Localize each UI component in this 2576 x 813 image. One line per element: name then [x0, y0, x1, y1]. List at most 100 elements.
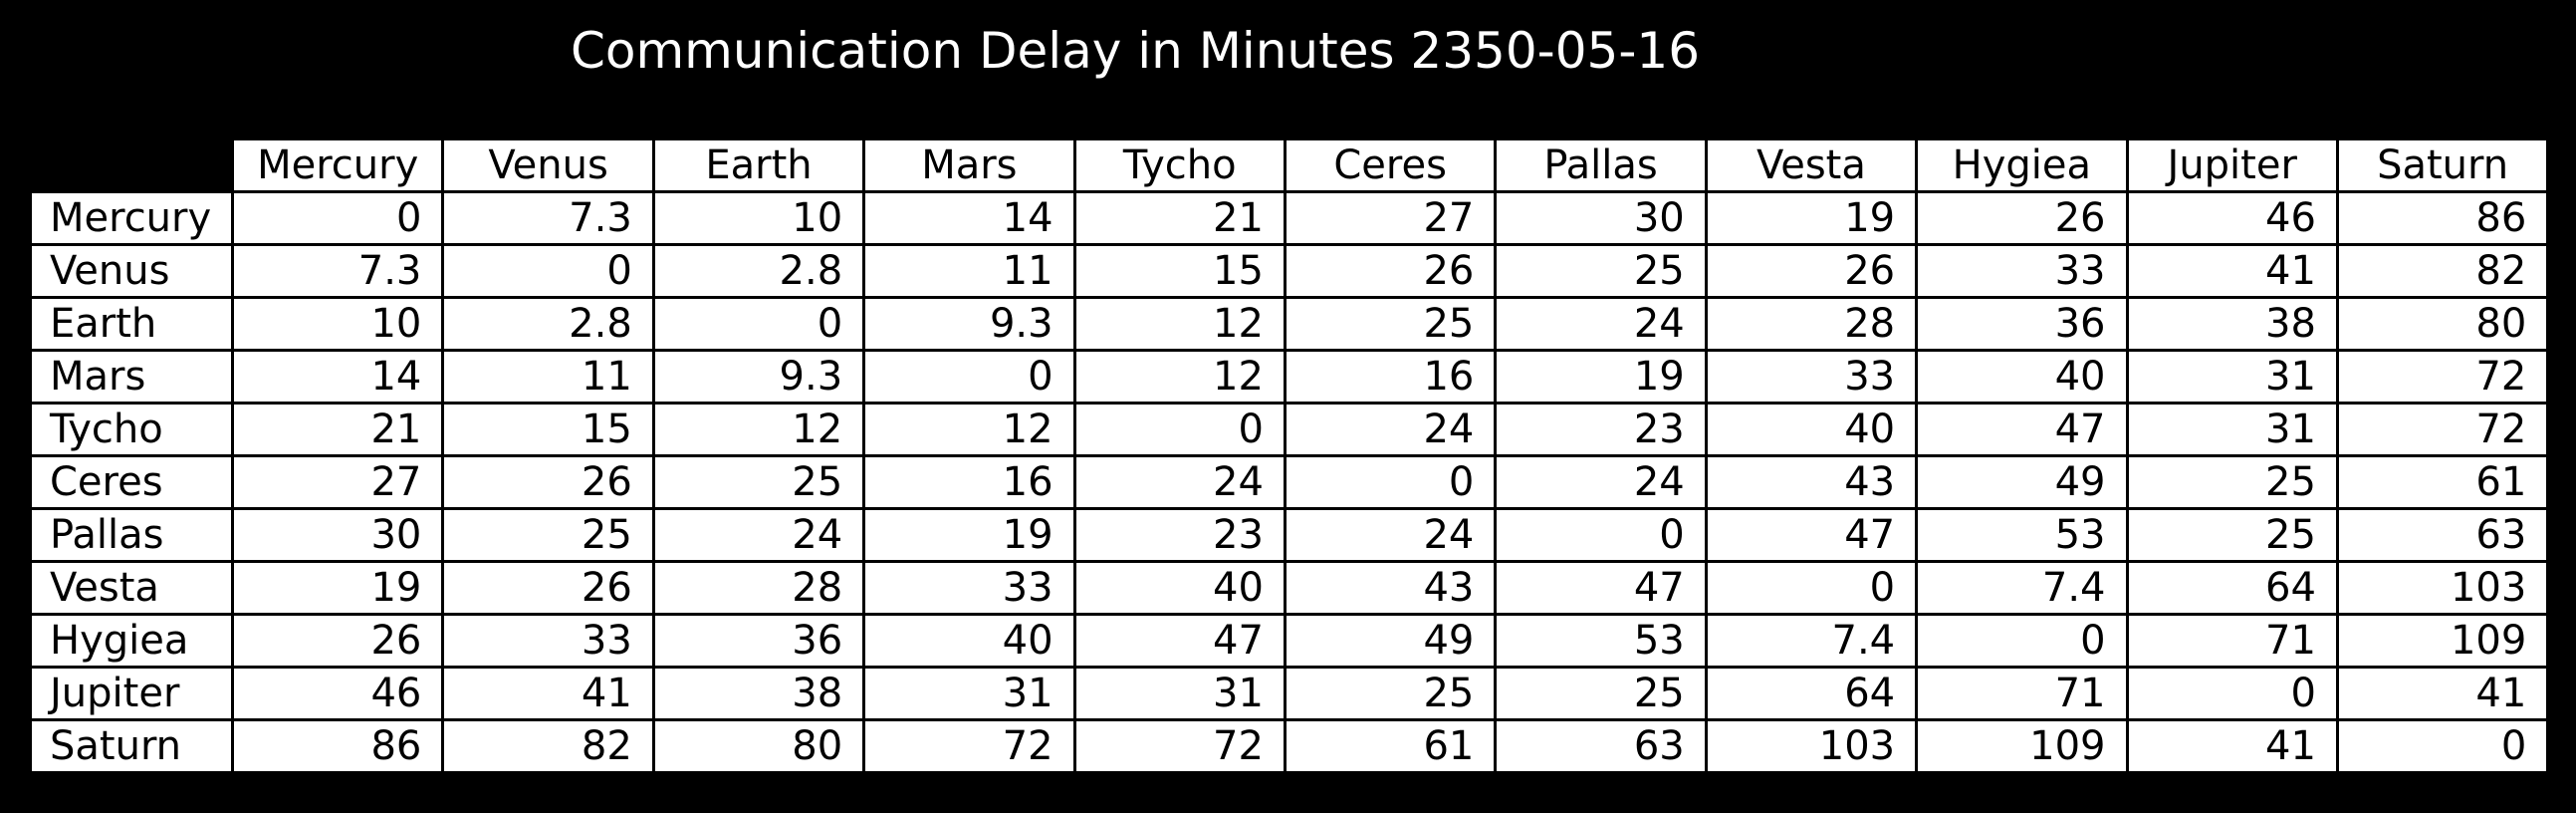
row-header-hygiea: Hygiea [29, 613, 234, 669]
table-cell: 0 [1494, 507, 1708, 563]
table-row: Hygiea 26 33 36 40 47 49 53 7.4 0 71 109 [29, 613, 2550, 669]
table-cell: 28 [1704, 296, 1919, 352]
table-cell: 7.4 [1915, 560, 2129, 616]
table-cell: 109 [2335, 613, 2550, 669]
table-cell: 19 [230, 560, 445, 616]
table-cell: 47 [1494, 560, 1708, 616]
table-cell: 21 [1072, 190, 1287, 246]
table-cell: 47 [1704, 507, 1919, 563]
table-cell: 46 [2125, 190, 2339, 246]
table-cell: 9.3 [862, 296, 1076, 352]
table-cell: 26 [441, 454, 655, 510]
table-row: Vesta 19 26 28 33 40 43 47 0 7.4 64 103 [29, 560, 2550, 616]
table-row: Venus 7.3 0 2.8 11 15 26 25 26 33 41 82 [29, 243, 2550, 299]
table-cell: 49 [1283, 613, 1498, 669]
table-cell: 63 [1494, 718, 1708, 774]
column-header-hygiea: Hygiea [1915, 137, 2129, 193]
column-header-mars: Mars [862, 137, 1076, 193]
table-cell: 14 [862, 190, 1076, 246]
table-cell: 86 [230, 718, 445, 774]
table-cell: 10 [651, 190, 866, 246]
table-cell: 103 [1704, 718, 1919, 774]
row-header-jupiter: Jupiter [29, 666, 234, 721]
table-cell: 33 [1915, 243, 2129, 299]
table-cell: 61 [1283, 718, 1498, 774]
table-cell: 64 [2125, 560, 2339, 616]
table-cell: 26 [1283, 243, 1498, 299]
table-cell: 23 [1072, 507, 1287, 563]
table-cell: 25 [1283, 296, 1498, 352]
table-cell: 0 [862, 349, 1076, 405]
column-header-saturn: Saturn [2335, 137, 2550, 193]
table-cell: 40 [1915, 349, 2129, 405]
row-header-mars: Mars [29, 349, 234, 405]
table-cell: 2.8 [651, 243, 866, 299]
table-cell: 41 [2335, 666, 2550, 721]
table-body: Mercury 0 7.3 10 14 21 27 30 19 26 46 86 Venus 7.3 0 2.… [29, 190, 2550, 774]
table-cell: 80 [2335, 296, 2550, 352]
table-cell: 53 [1494, 613, 1708, 669]
table-cell: 27 [1283, 190, 1498, 246]
table-cell: 82 [2335, 243, 2550, 299]
table-cell: 25 [2125, 454, 2339, 510]
table-cell: 7.3 [230, 243, 445, 299]
table-cell: 38 [2125, 296, 2339, 352]
table-cell: 33 [1704, 349, 1919, 405]
table-cell: 0 [1915, 613, 2129, 669]
table-cell: 7.3 [441, 190, 655, 246]
table-cell: 19 [1494, 349, 1708, 405]
table-cell: 24 [1283, 402, 1498, 457]
row-header-tycho: Tycho [29, 402, 234, 457]
table-cell: 40 [1072, 560, 1287, 616]
table-cell: 82 [441, 718, 655, 774]
row-header-venus: Venus [29, 243, 234, 299]
table-cell: 0 [651, 296, 866, 352]
column-header-mercury: Mercury [230, 137, 445, 193]
table-cell: 72 [862, 718, 1076, 774]
table-cell: 24 [1283, 507, 1498, 563]
table-cell: 63 [2335, 507, 2550, 563]
table-cell: 16 [1283, 349, 1498, 405]
table-cell: 61 [2335, 454, 2550, 510]
table-cell: 80 [651, 718, 866, 774]
column-header-tycho: Tycho [1072, 137, 1287, 193]
table-cell: 36 [1915, 296, 2129, 352]
table-cell: 49 [1915, 454, 2129, 510]
table-cell: 25 [441, 507, 655, 563]
table-cell: 72 [2335, 402, 2550, 457]
column-header-ceres: Ceres [1283, 137, 1498, 193]
table-cell: 0 [1072, 402, 1287, 457]
table-row: Mercury 0 7.3 10 14 21 27 30 19 26 46 86 [29, 190, 2550, 246]
chart-title: Communication Delay in Minutes 2350-05-1… [570, 22, 1701, 80]
table-cell: 71 [1915, 666, 2129, 721]
table-cell: 25 [1494, 243, 1708, 299]
table-cell: 7.4 [1704, 613, 1919, 669]
table-cell: 43 [1283, 560, 1498, 616]
table-cell: 71 [2125, 613, 2339, 669]
table-cell: 41 [2125, 243, 2339, 299]
table-cell: 26 [230, 613, 445, 669]
table-cell: 30 [230, 507, 445, 563]
column-header-jupiter: Jupiter [2125, 137, 2339, 193]
table-row: Earth 10 2.8 0 9.3 12 25 24 28 36 38 80 [29, 296, 2550, 352]
table-cell: 0 [230, 190, 445, 246]
table-cell: 12 [651, 402, 866, 457]
table-cell: 31 [1072, 666, 1287, 721]
table-corner-cell [29, 137, 234, 193]
table-cell: 15 [441, 402, 655, 457]
table-cell: 30 [1494, 190, 1708, 246]
table-cell: 43 [1704, 454, 1919, 510]
row-header-ceres: Ceres [29, 454, 234, 510]
table-cell: 31 [862, 666, 1076, 721]
table-cell: 53 [1915, 507, 2129, 563]
table-cell: 72 [1072, 718, 1287, 774]
delay-table: Mercury Venus Earth Mars Tycho Ceres Pallas Ves… [29, 137, 2550, 774]
table-cell: 26 [1704, 243, 1919, 299]
table-cell: 25 [1283, 666, 1498, 721]
table-cell: 33 [862, 560, 1076, 616]
table-cell: 36 [651, 613, 866, 669]
table-cell: 25 [1494, 666, 1708, 721]
table-cell: 28 [651, 560, 866, 616]
table-cell: 2.8 [441, 296, 655, 352]
table-cell: 31 [2125, 349, 2339, 405]
